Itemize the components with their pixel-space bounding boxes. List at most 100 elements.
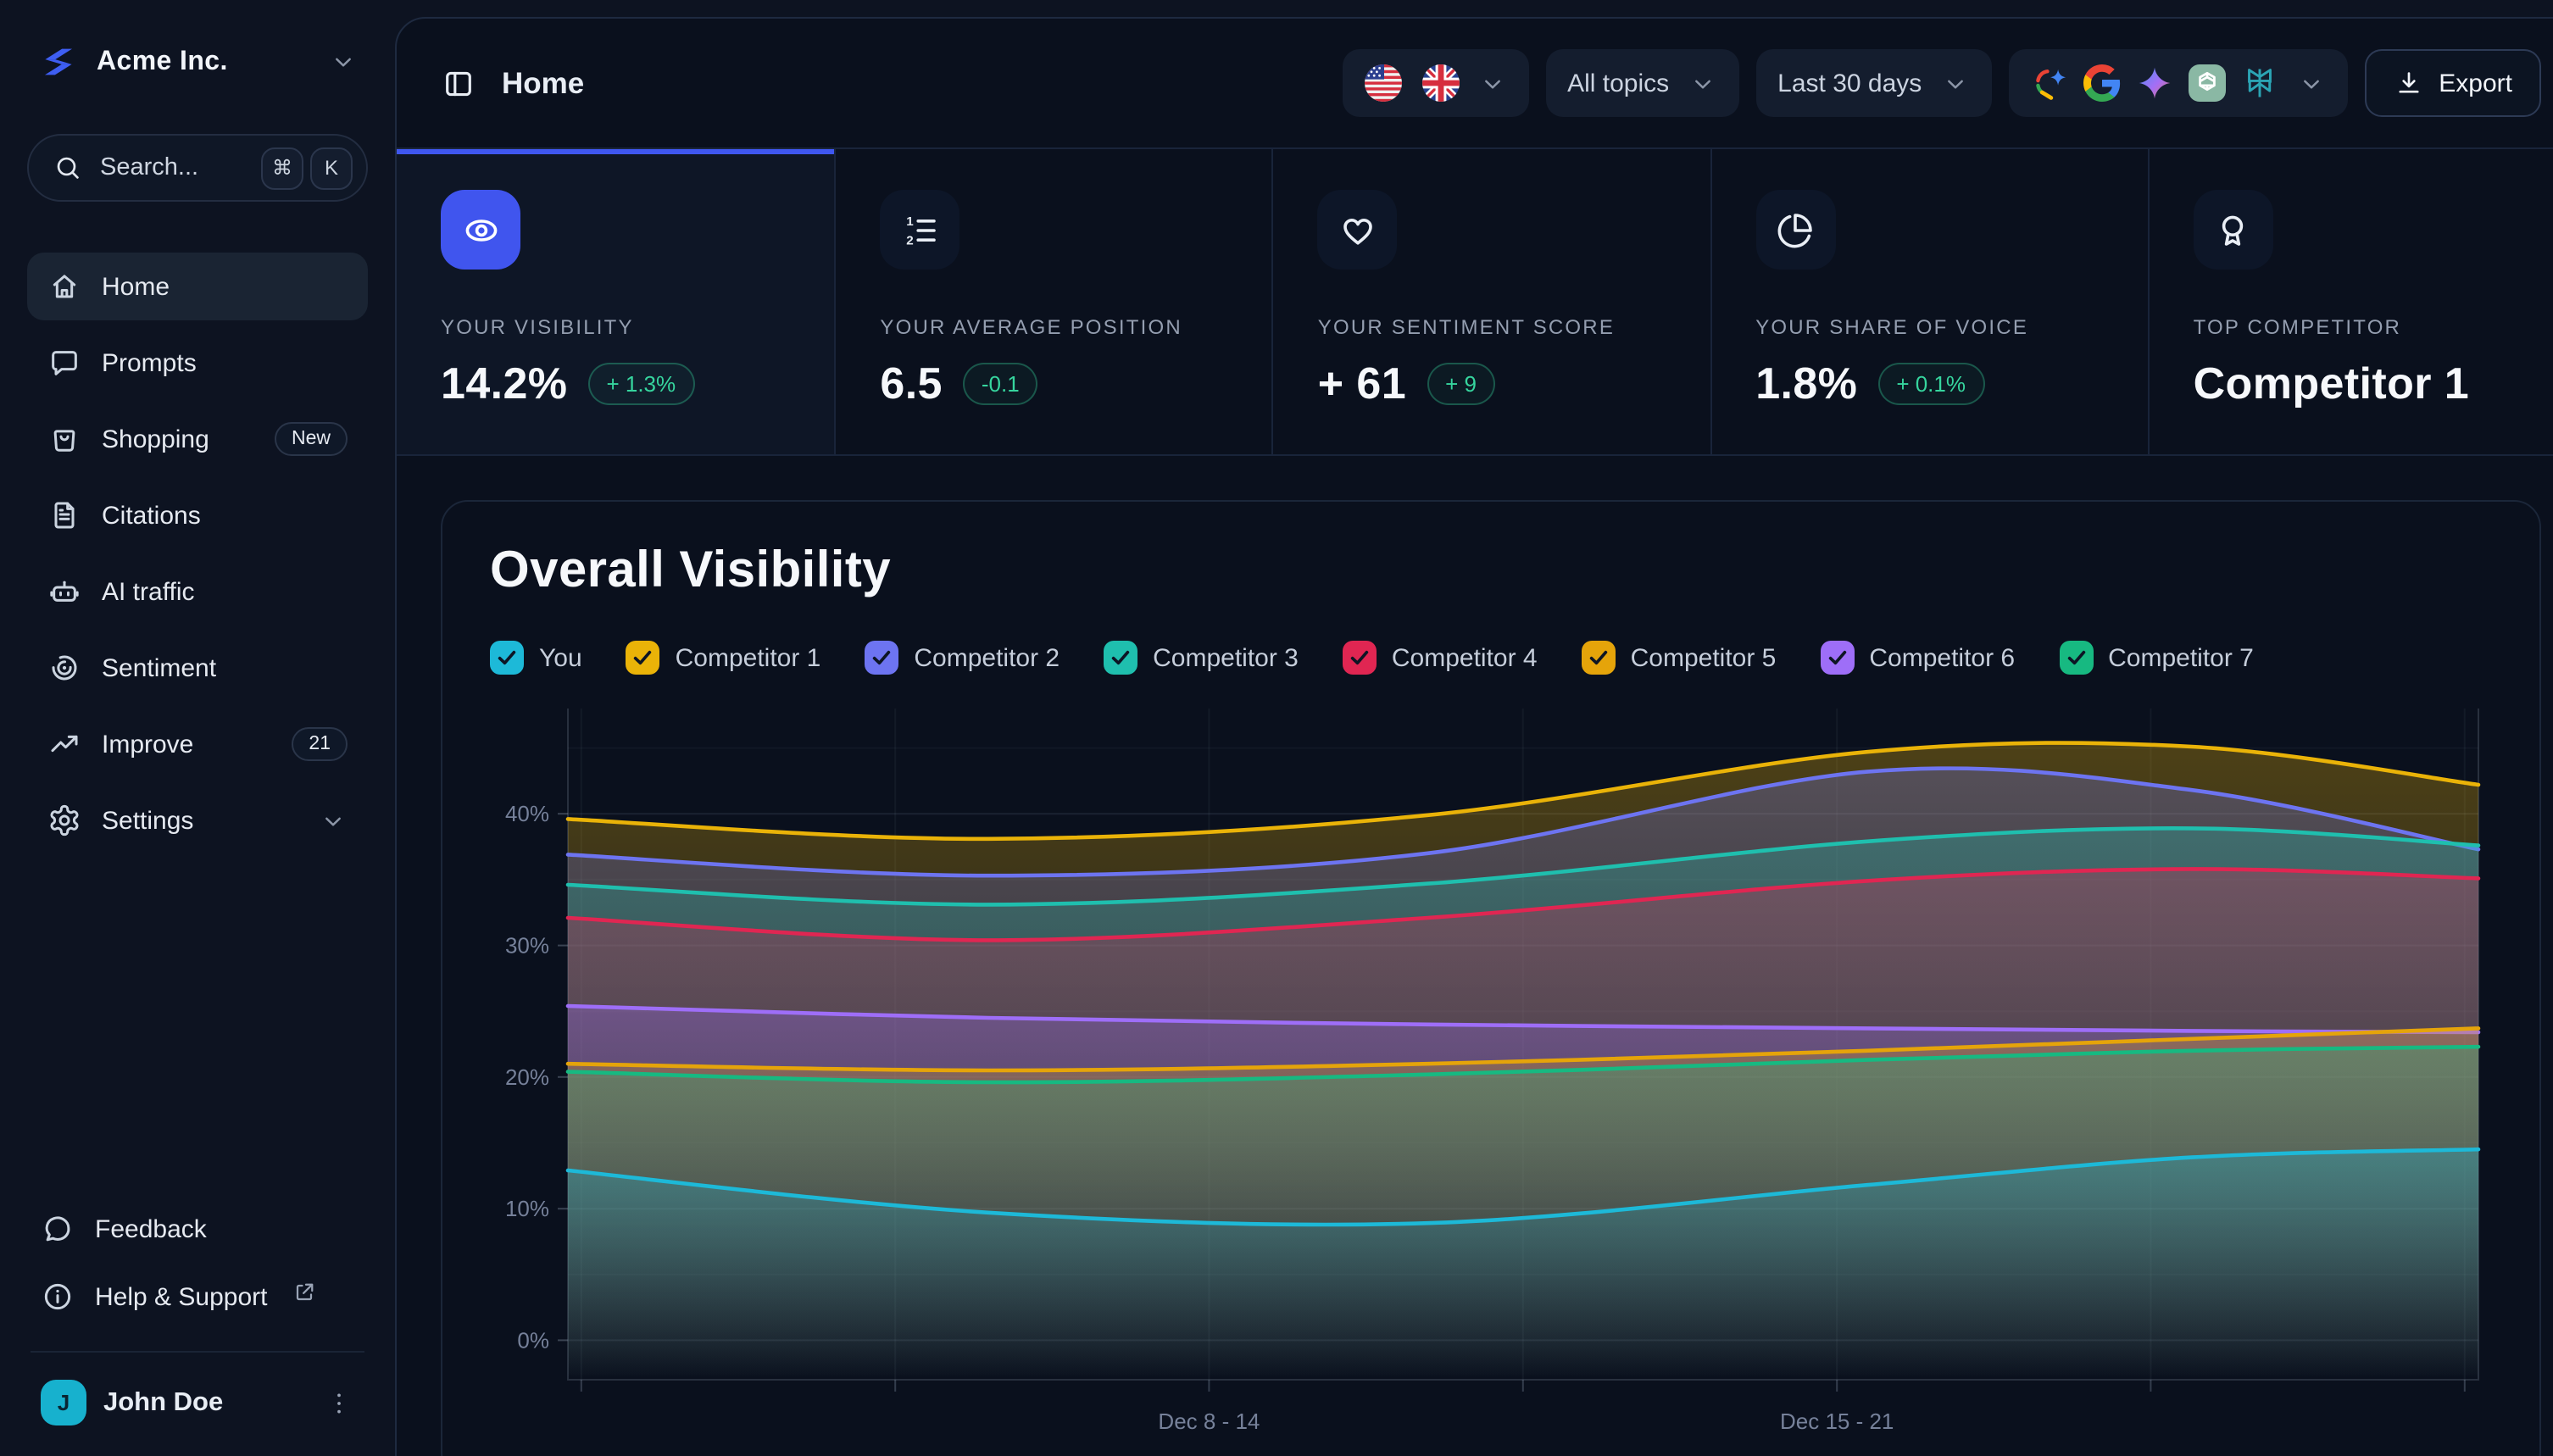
workspace-switcher[interactable]: Acme Inc. xyxy=(27,41,368,83)
legend-item-you[interactable]: You xyxy=(490,641,582,675)
avatar: J xyxy=(41,1380,86,1425)
user-menu[interactable]: J John Doe xyxy=(27,1370,368,1436)
stat-delta-badge: + 1.3% xyxy=(587,363,695,405)
stat-value: 1.8% xyxy=(1755,358,1858,408)
sidebar-nav: Home Prompts Shopping New Citations AI t… xyxy=(27,253,368,854)
sidebar-item-shopping[interactable]: Shopping New xyxy=(27,405,368,473)
legend-label: Competitor 4 xyxy=(1391,643,1538,672)
series-line xyxy=(565,1003,2481,1035)
series-line xyxy=(565,826,2481,907)
user-name: John Doe xyxy=(103,1387,224,1416)
feedback-label: Feedback xyxy=(95,1214,207,1243)
legend-checkbox[interactable] xyxy=(1581,641,1616,675)
topics-filter-label: All topics xyxy=(1567,69,1670,97)
svg-text:20%: 20% xyxy=(505,1064,549,1090)
chevron-down-icon xyxy=(329,47,358,76)
help-support-link[interactable]: Help & Support xyxy=(27,1263,368,1331)
legend-checkbox[interactable] xyxy=(1820,641,1855,675)
legend-checkbox[interactable] xyxy=(1104,641,1138,675)
legend-item-competitor-1[interactable]: Competitor 1 xyxy=(626,641,821,675)
stat-card-0[interactable]: YOUR VISIBILITY 14.2% + 1.3% xyxy=(397,149,835,454)
legend-checkbox[interactable] xyxy=(1342,641,1377,675)
sidebar-item-settings[interactable]: Settings xyxy=(27,786,368,854)
stat-card-2[interactable]: YOUR SENTIMENT SCORE + 61 + 9 xyxy=(1271,149,1710,454)
legend-label: Competitor 1 xyxy=(675,643,821,672)
legend-item-competitor-7[interactable]: Competitor 7 xyxy=(2059,641,2254,675)
stat-label: YOUR SENTIMENT SCORE xyxy=(1317,315,1616,339)
legend-label: Competitor 3 xyxy=(1153,643,1299,672)
series-line xyxy=(565,766,2481,878)
legend-checkbox[interactable] xyxy=(2059,641,2094,675)
sidebar-item-label: Home xyxy=(102,272,170,301)
legend-item-competitor-3[interactable]: Competitor 3 xyxy=(1104,641,1299,675)
main-panel: Home xyxy=(395,17,2553,1456)
topbar: Home xyxy=(397,19,2553,147)
workspace-name: Acme Inc. xyxy=(97,47,228,75)
sidebar-item-label: Citations xyxy=(102,501,201,530)
sidebar-item-home[interactable]: Home xyxy=(27,253,368,320)
ai-traffic-icon xyxy=(47,575,81,609)
series-area xyxy=(568,1149,2478,1380)
chart-title: Overall Visibility xyxy=(490,542,891,598)
sidebar-item-label: Prompts xyxy=(102,348,197,377)
home-icon xyxy=(47,270,81,303)
svg-text:10%: 10% xyxy=(505,1196,549,1221)
help-label: Help & Support xyxy=(95,1282,268,1311)
search-icon xyxy=(53,153,83,183)
sidebar-divider xyxy=(31,1351,364,1353)
sidebar-item-improve[interactable]: Improve 21 xyxy=(27,710,368,778)
sidebar-item-prompts[interactable]: Prompts xyxy=(27,329,368,397)
sidebar-toggle-button[interactable] xyxy=(441,65,476,101)
search-placeholder: Search... xyxy=(100,154,199,181)
google-icon xyxy=(2083,64,2120,102)
sidebar-item-citations[interactable]: Citations xyxy=(27,481,368,549)
legend-item-competitor-2[interactable]: Competitor 2 xyxy=(865,641,1060,675)
legend-item-competitor-6[interactable]: Competitor 6 xyxy=(1820,641,2015,675)
us-flag-icon xyxy=(1364,64,1402,102)
legend-label: You xyxy=(539,643,582,672)
stat-card-4[interactable]: TOP COMPETITOR Competitor 1 xyxy=(2147,149,2553,454)
legend-checkbox[interactable] xyxy=(626,641,660,675)
svg-text:2: 2 xyxy=(906,232,913,247)
svg-text:1: 1 xyxy=(906,214,914,228)
key-command: ⌘ xyxy=(261,147,303,189)
legend-label: Competitor 2 xyxy=(914,643,1060,672)
legend-label: Competitor 5 xyxy=(1630,643,1777,672)
legend-item-competitor-4[interactable]: Competitor 4 xyxy=(1342,641,1538,675)
stat-label: YOUR VISIBILITY xyxy=(441,315,634,339)
key-k: K xyxy=(310,147,353,189)
uk-flag-icon xyxy=(1421,64,1460,102)
prompts-icon xyxy=(47,346,81,380)
external-link-icon xyxy=(291,1279,316,1304)
sidebar-item-ai-traffic[interactable]: AI traffic xyxy=(27,558,368,625)
feedback-button[interactable]: Feedback xyxy=(27,1195,368,1263)
settings-icon xyxy=(47,803,81,837)
heart-icon xyxy=(1317,190,1398,270)
sidebar-item-label: Shopping xyxy=(102,425,209,453)
stat-value: + 61 xyxy=(1317,358,1407,408)
legend-checkbox[interactable] xyxy=(490,641,524,675)
openai-icon xyxy=(2188,64,2226,102)
export-button[interactable]: Export xyxy=(2364,49,2541,117)
legend-checkbox[interactable] xyxy=(865,641,899,675)
date-range-dropdown[interactable]: Last 30 days xyxy=(1755,49,1992,117)
stat-value: 14.2% xyxy=(441,358,568,408)
series-line xyxy=(565,867,2481,942)
topics-filter-dropdown[interactable]: All topics xyxy=(1545,49,1739,117)
download-icon xyxy=(2393,68,2423,98)
ellipsis-vertical-icon[interactable] xyxy=(324,1387,354,1418)
ai-providers-dropdown[interactable] xyxy=(2008,49,2348,117)
sidebar-item-sentiment[interactable]: Sentiment xyxy=(27,634,368,702)
gemini-icon xyxy=(2135,64,2172,102)
legend-item-competitor-5[interactable]: Competitor 5 xyxy=(1581,641,1777,675)
search-input[interactable]: Search... ⌘ K xyxy=(27,134,368,202)
locale-filter-dropdown[interactable] xyxy=(1342,49,1529,117)
chevron-down-icon xyxy=(2296,69,2325,97)
feedback-bubble-icon xyxy=(41,1212,75,1246)
stat-card-3[interactable]: YOUR SHARE OF VOICE 1.8% + 0.1% xyxy=(1710,149,2147,454)
stat-value: 6.5 xyxy=(880,358,943,408)
